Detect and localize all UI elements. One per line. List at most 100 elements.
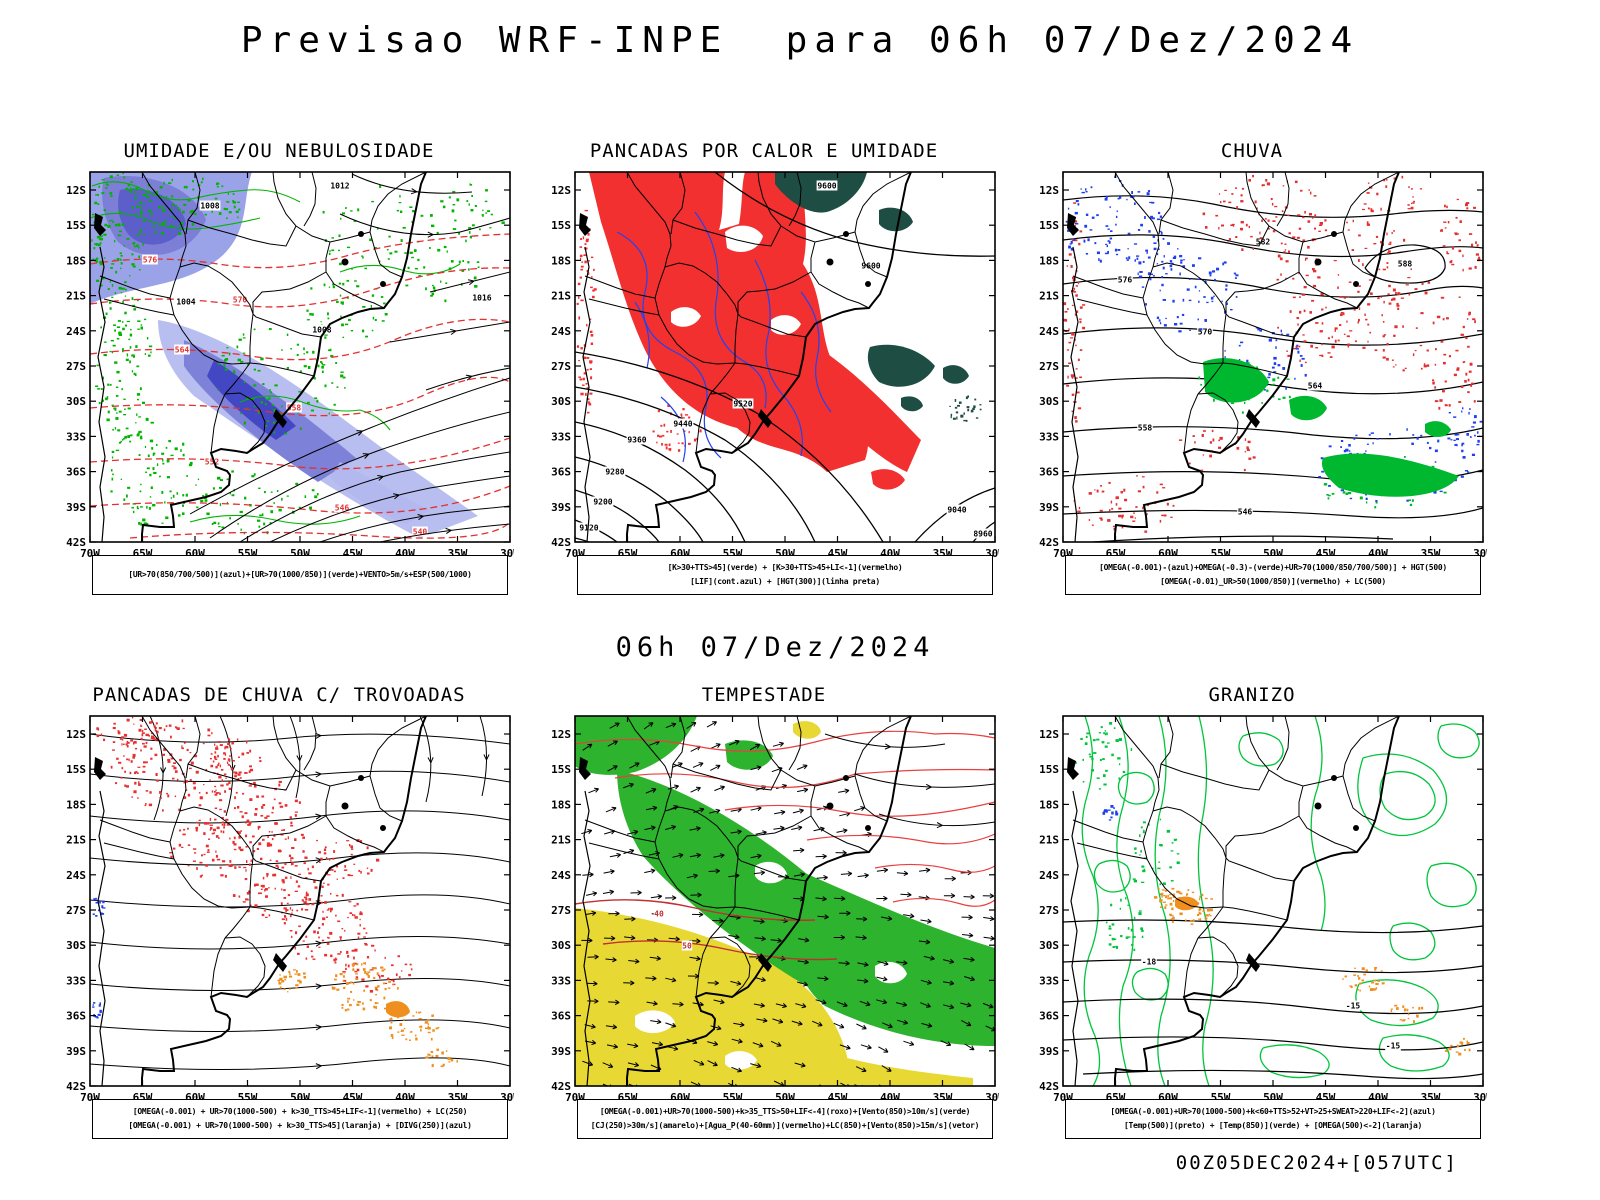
lat-tick-label: 36S	[66, 1010, 86, 1023]
caption-line: [CJ(250)>30m/s](amarelo)+[Agua_P(40-60mm…	[590, 1121, 980, 1130]
forecast-panel-chuva: CHUVA 58257658857056455855254612S15S18S2…	[1017, 140, 1487, 605]
lat-tick-label: 30S	[1039, 939, 1059, 952]
svg-text:40: 40	[654, 910, 664, 919]
map-canvas-tempestade: 405012S15S18S21S24S27S30S33S36S39S42S70W…	[551, 715, 999, 1104]
lat-tick-label: 24S	[66, 325, 86, 338]
svg-text:-18: -18	[1142, 958, 1157, 967]
forecast-panel-umidade: UMIDADE E/OU NEBULOSIDADE 576 570 564 558 55…	[44, 140, 514, 605]
map-geography	[1067, 716, 1400, 1086]
svg-text:1008: 1008	[312, 326, 331, 335]
caption-box: [OMEGA(-0.001)+UR>70(1000-500)+k<60+TTS>…	[1065, 1099, 1481, 1139]
lat-tick-label: 39S	[551, 1045, 571, 1058]
lat-tick-label: 39S	[551, 501, 571, 514]
lat-tick-label: 36S	[551, 1010, 571, 1023]
lat-tick-label: 27S	[1039, 904, 1059, 917]
lat-tick-label: 12S	[66, 184, 86, 197]
svg-text:564: 564	[175, 346, 190, 355]
caption-box: [UR>70(850/700/500)](azul)+[UR>70(1000/8…	[92, 555, 508, 595]
lat-tick-label: 18S	[551, 254, 571, 267]
caption-line: [OMEGA(-0.001)-(azul)+OMEGA(-0.3)-(verde…	[1099, 563, 1447, 572]
caption-line: [OMEGA(-0.01)_UR>50(1000/850)](vermelho)…	[1160, 577, 1386, 586]
lat-tick-label: 30S	[1039, 395, 1059, 408]
run-info-label: 00Z05DEC2024+[057UTC]	[1175, 1152, 1458, 1174]
forecast-panel-tempestade: TEMPESTADE 40 50 12S 15S 18S 21S 24S 27S 30S 33S 3…	[529, 684, 999, 1149]
map-geography	[579, 716, 912, 1086]
lat-tick-label: 27S	[551, 904, 571, 917]
panel-title: GRANIZO	[1208, 684, 1296, 706]
svg-text:9360: 9360	[627, 436, 646, 445]
svg-text:9120: 9120	[579, 524, 598, 533]
lat-tick-label: 15S	[66, 763, 86, 776]
map-canvas-pancadas_calor: 9600 9600 9520 9440 9360 9280 9200 9120 9040 8960…	[551, 171, 999, 560]
svg-text:546: 546	[1238, 508, 1253, 517]
svg-text:576: 576	[143, 256, 158, 265]
map-art: 576 570 564 558 552 546 540 1008 1012 1016 1004 100…	[90, 172, 510, 542]
lat-tick-label: 27S	[1039, 360, 1059, 373]
svg-text:9600: 9600	[861, 262, 880, 271]
lat-tick-label: 15S	[551, 219, 571, 232]
map-canvas-umidade: 576 570 564 558 552 546 540 1008 1012 1016 1004 100…	[66, 171, 514, 560]
caption-line: [K>30+TTS>45](verde) + [K>30+TTS>45+LI<-…	[667, 563, 903, 572]
map-art: 582576588570564558552546	[1063, 172, 1483, 542]
caption-line: [OMEGA(-0.001)+UR>70(1000-500)+k<60+TTS>…	[1110, 1107, 1436, 1116]
map-art: 9600 9600 9520 9440 9360 9280 9200 9120 9040 8960	[575, 172, 995, 542]
lat-tick-label: 15S	[1039, 219, 1059, 232]
svg-text:9440: 9440	[673, 420, 692, 429]
lat-tick-label: 24S	[551, 325, 571, 338]
panel-title: PANCADAS POR CALOR E UMIDADE	[589, 140, 939, 162]
svg-text:588: 588	[1398, 260, 1413, 269]
lat-tick-label: 42S	[1039, 536, 1059, 549]
lat-tick-label: 30S	[551, 395, 571, 408]
lat-tick-label: 21S	[1039, 290, 1059, 303]
svg-text:-15: -15	[1386, 1042, 1401, 1051]
lat-tick-label: 21S	[66, 834, 86, 847]
lat-tick-label: 42S	[66, 1080, 86, 1093]
svg-text:1012: 1012	[330, 182, 349, 191]
caption-line: [Temp(500)](preto) + [Temp(850)](verde) …	[1123, 1121, 1423, 1130]
lat-tick-label: 33S	[66, 430, 86, 443]
map-art: -18 -15 -15	[1063, 716, 1483, 1086]
map-canvas-chuva: 58257658857056455855254612S15S18S21S24S2…	[1039, 171, 1487, 560]
lat-tick-label: 36S	[551, 466, 571, 479]
lat-tick-label: 21S	[551, 834, 571, 847]
lat-tick-label: 15S	[1039, 763, 1059, 776]
forecast-panel-trovoadas: PANCADAS DE CHUVA C/ TROVOADAS 12S 15S 18S…	[44, 684, 514, 1149]
panel-title: UMIDADE E/OU NEBULOSIDADE	[123, 140, 435, 162]
svg-text:9520: 9520	[733, 400, 752, 409]
lat-tick-label: 27S	[66, 904, 86, 917]
lat-tick-label: 12S	[551, 184, 571, 197]
forecast-panel-granizo: GRANIZO -18 -15 -15 12S 15S 18S 21S 24S 27S 30S 33…	[1017, 684, 1487, 1149]
lat-tick-label: 42S	[551, 536, 571, 549]
caption-line: [OMEGA(-0.001) + UR>70(1000-500) + k>30_…	[132, 1107, 468, 1116]
svg-text:552: 552	[205, 458, 220, 467]
lat-tick-label: 15S	[551, 763, 571, 776]
svg-text:1016: 1016	[472, 294, 491, 303]
panel-title: PANCADAS DE CHUVA C/ TROVOADAS	[92, 684, 466, 706]
panel-title: CHUVA	[1220, 140, 1284, 162]
lat-tick-label: 12S	[551, 728, 571, 741]
caption-line: [LIF](cont.azul) + [HGT(300)](linha pret…	[690, 577, 880, 586]
svg-text:9200: 9200	[593, 498, 612, 507]
lat-tick-label: 21S	[551, 290, 571, 303]
lat-tick-label: 18S	[66, 254, 86, 267]
caption-box: [K>30+TTS>45](verde) + [K>30+TTS>45+LI<-…	[577, 555, 993, 595]
lat-tick-label: 18S	[1039, 254, 1059, 267]
lat-tick-label: 30S	[66, 395, 86, 408]
svg-text:564: 564	[1308, 382, 1323, 391]
map-geography	[94, 172, 427, 542]
lat-tick-label: 36S	[1039, 466, 1059, 479]
caption-line: [OMEGA(-0.001)+UR>70(1000-500)+k>35_TTS>…	[599, 1107, 971, 1116]
lat-tick-label: 30S	[66, 939, 86, 952]
page-title: Previsao WRF-INPE para 06h 07/Dez/2024	[240, 20, 1360, 61]
lat-tick-label: 21S	[66, 290, 86, 303]
lat-tick-label: 24S	[1039, 869, 1059, 882]
svg-text:9600: 9600	[817, 182, 836, 191]
lat-tick-label: 33S	[551, 974, 571, 987]
lat-tick-label: 36S	[66, 466, 86, 479]
svg-text:1008: 1008	[200, 202, 219, 211]
lat-tick-label: 24S	[1039, 325, 1059, 338]
svg-text:570: 570	[1198, 328, 1213, 337]
lat-tick-label: 36S	[1039, 1010, 1059, 1023]
